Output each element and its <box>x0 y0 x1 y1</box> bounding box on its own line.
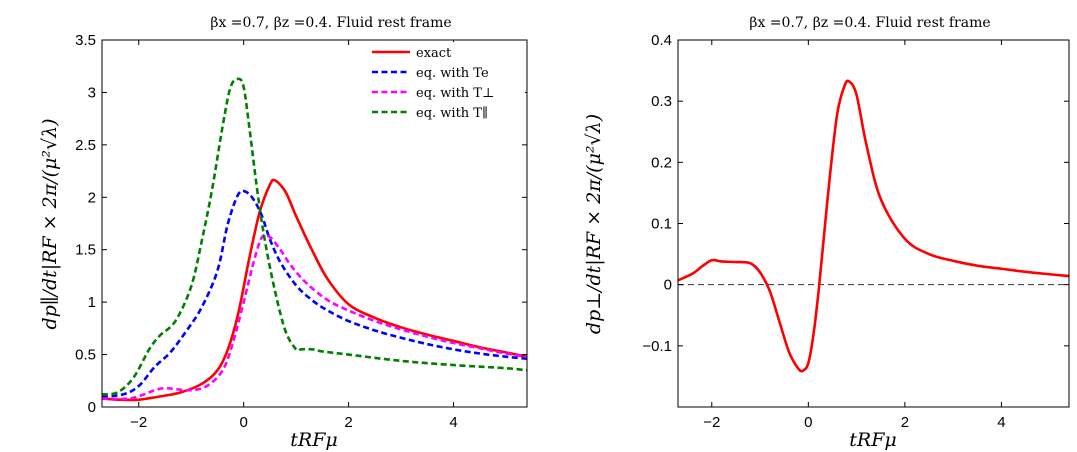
chart-right-xtick-label: 0 <box>804 414 812 431</box>
chart-right-ytick-label: −0.1 <box>642 338 672 355</box>
chart-left-series-group <box>102 77 527 402</box>
chart-left-series-line-0 <box>102 178 527 402</box>
chart-right-ytick-label: 0.1 <box>651 216 672 233</box>
chart-right-xlabel: tRFμ <box>849 429 896 451</box>
chart-right-ylabel: dp⊥/dt|RF × 2π/(μ²√λ) <box>583 114 605 334</box>
chart-left-series-line-2 <box>102 233 527 401</box>
chart-right-series-line-0 <box>678 79 1069 373</box>
chart-right: βx =0.7, βz =0.4. Fluid rest frame −2 0 2 4… <box>583 15 1070 451</box>
chart-left-xtick-label: −2 <box>130 414 147 431</box>
chart-left-ytick-label: 0.5 <box>75 347 96 364</box>
legend-label-tpar: eq. with T∥ <box>416 106 488 121</box>
chart-right-frame <box>677 39 1070 408</box>
legend-background <box>368 42 525 122</box>
chart-left-title: βx =0.7, βz =0.4. Fluid rest frame <box>210 15 451 31</box>
chart-left-frame <box>101 39 528 408</box>
chart-left-series-line-1 <box>102 189 527 398</box>
chart-right-xtick-label: −2 <box>703 414 720 431</box>
chart-left-ytick-label: 1.5 <box>75 242 96 259</box>
chart-left-xtick-label: 4 <box>449 414 457 431</box>
chart-left: βx =0.7, βz =0.4. Fluid rest frame −2 0 2 4… <box>39 15 528 451</box>
chart-left-xtick-label: 0 <box>239 414 247 431</box>
chart-left-ylabel: dp∥/dt|RF × 2π/(μ²√λ) <box>39 118 61 329</box>
chart-right-ytick-label: 0.4 <box>651 32 672 49</box>
chart-left-ytick-label: 2 <box>88 189 96 206</box>
chart-right-xtick-label: 2 <box>901 414 909 431</box>
chart-left-ytick-label: 1 <box>88 294 96 311</box>
legend-label-tperp: eq. with T⊥ <box>416 86 494 101</box>
chart-right-ytick-label: 0 <box>664 277 672 294</box>
chart-left-ytick-label: 2.5 <box>75 137 96 154</box>
chart-left-xlabel: tRFμ <box>290 429 337 451</box>
chart-right-title: βx =0.7, βz =0.4. Fluid rest frame <box>749 15 990 31</box>
chart-right-xtick-label: 4 <box>997 414 1005 431</box>
chart-right-ytick-label: 0.3 <box>651 93 672 110</box>
chart-right-series-group <box>678 79 1069 373</box>
chart-left-ytick-label: 3.5 <box>75 32 96 49</box>
chart-left-series-line-3 <box>102 77 527 396</box>
chart-left-ytick-label: 3 <box>88 84 96 101</box>
chart-right-ytick-label: 0.2 <box>651 154 672 171</box>
chart-left-legend: exact eq. with Te eq. with T⊥ eq. with T… <box>368 42 525 122</box>
chart-left-xtick-label: 2 <box>344 414 352 431</box>
legend-label-exact: exact <box>416 46 452 61</box>
legend-label-te: eq. with Te <box>416 66 489 81</box>
chart-left-ytick-label: 0 <box>88 399 96 416</box>
